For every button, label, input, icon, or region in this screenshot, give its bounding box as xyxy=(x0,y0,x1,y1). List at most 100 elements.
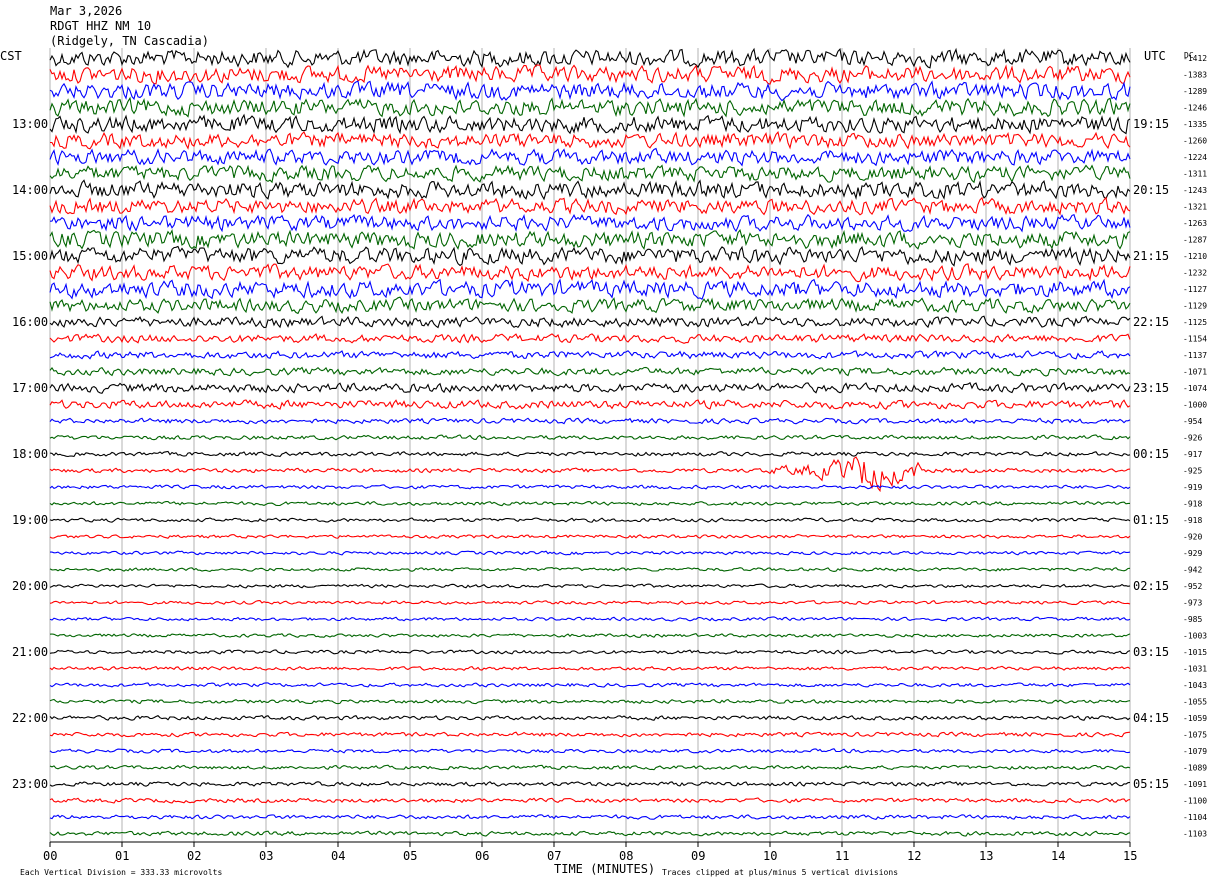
x-tick-label: 11 xyxy=(835,849,849,863)
left-timezone-label: CST xyxy=(0,49,22,63)
x-tick-label: 09 xyxy=(691,849,705,863)
header-date: Mar 3,2026 xyxy=(50,4,123,18)
seismic-trace xyxy=(49,731,1131,738)
seismic-trace xyxy=(49,164,1131,184)
dc-offset-label: -952 xyxy=(1183,582,1202,591)
seismic-trace xyxy=(49,64,1131,85)
dc-offset-label: -920 xyxy=(1183,533,1202,542)
x-tick-label: 06 xyxy=(475,849,489,863)
dc-offset-label: -985 xyxy=(1183,615,1202,624)
footer-right-note: Traces clipped at plus/minus 5 vertical … xyxy=(662,868,898,877)
seismic-trace xyxy=(49,534,1131,539)
x-tick-label: 14 xyxy=(1051,849,1065,863)
seismic-trace xyxy=(49,381,1131,394)
right-time-label: 19:15 xyxy=(1133,117,1169,131)
dc-offset-label: -1243 xyxy=(1183,186,1207,195)
dc-offset-label: -1055 xyxy=(1183,698,1207,707)
seismic-trace xyxy=(49,333,1131,344)
dc-offset-label: -1246 xyxy=(1183,104,1207,113)
trace-group xyxy=(49,47,1131,837)
seismic-trace xyxy=(49,456,1131,493)
dc-offset-label: -942 xyxy=(1183,566,1202,575)
left-time-label: 21:00 xyxy=(12,645,48,659)
dc-offset-label: -954 xyxy=(1183,417,1202,426)
x-tick-label: 05 xyxy=(403,849,417,863)
dc-offset-label: -1089 xyxy=(1183,764,1207,773)
x-tick-label: 01 xyxy=(115,849,129,863)
left-time-label: 15:00 xyxy=(12,249,48,263)
dc-offset-label: -1100 xyxy=(1183,797,1207,806)
seismic-trace xyxy=(49,567,1131,572)
left-time-label: 18:00 xyxy=(12,447,48,461)
seismic-trace xyxy=(49,263,1131,283)
dc-offset-label: -1263 xyxy=(1183,219,1207,228)
seismic-trace xyxy=(49,600,1131,606)
x-tick-label: 07 xyxy=(547,849,561,863)
dc-offset-label: -1000 xyxy=(1183,401,1207,410)
x-tick-label: 15 xyxy=(1123,849,1137,863)
seismic-trace xyxy=(49,434,1131,441)
dc-offset-label: -1154 xyxy=(1183,335,1207,344)
dc-offset-label: -1335 xyxy=(1183,120,1207,129)
right-time-label: 02:15 xyxy=(1133,579,1169,593)
seismic-trace xyxy=(49,830,1131,837)
dc-offset-label: -929 xyxy=(1183,549,1202,558)
left-time-label: 19:00 xyxy=(12,513,48,527)
dc-offset-label: -1079 xyxy=(1183,747,1207,756)
seismic-trace xyxy=(50,131,1131,150)
seismic-trace xyxy=(49,196,1131,216)
dc-offset-label: -926 xyxy=(1183,434,1202,443)
dc-offset-label: -925 xyxy=(1183,467,1202,476)
seismic-trace xyxy=(49,213,1131,233)
seismic-trace xyxy=(49,797,1131,804)
seismic-trace xyxy=(49,616,1131,622)
footer-left-note: Each Vertical Division = 333.33 microvol… xyxy=(20,868,222,877)
seismic-trace xyxy=(49,245,1131,267)
dc-offset-label: -1232 xyxy=(1183,269,1207,278)
dc-offset-label: -917 xyxy=(1183,450,1202,459)
right-time-label: 05:15 xyxy=(1133,777,1169,791)
dc-offset-label: -1059 xyxy=(1183,714,1207,723)
dc-offset-label: -1127 xyxy=(1183,285,1207,294)
seismic-trace xyxy=(49,500,1130,507)
seismic-trace xyxy=(49,315,1131,329)
seismic-trace xyxy=(49,583,1131,589)
seismic-trace xyxy=(49,350,1131,360)
x-tick-label: 13 xyxy=(979,849,993,863)
dc-offset-label: -1383 xyxy=(1183,71,1207,80)
header-station: RDGT HHZ NM 10 xyxy=(50,19,152,33)
minute-grid xyxy=(49,48,1131,842)
dc-offset-label: -1137 xyxy=(1183,351,1207,360)
dc-offset-label: -1125 xyxy=(1183,318,1207,327)
seismic-trace xyxy=(49,649,1131,655)
seismic-trace xyxy=(49,113,1131,135)
seismic-trace xyxy=(49,450,1131,458)
dc-offset-label: -1071 xyxy=(1183,368,1207,377)
dc-offset-label: -1104 xyxy=(1183,813,1207,822)
dc-offset-label: -1103 xyxy=(1183,830,1207,839)
seismic-trace xyxy=(49,366,1131,377)
seismic-trace xyxy=(49,484,1131,490)
seismic-trace xyxy=(49,229,1131,251)
dc-offset-label: -918 xyxy=(1183,500,1202,509)
right-time-label: 20:15 xyxy=(1133,183,1169,197)
dc-offset-label: -1260 xyxy=(1183,137,1207,146)
x-tick-label: 04 xyxy=(331,849,345,863)
left-time-label: 22:00 xyxy=(12,711,48,725)
x-tick-label: 00 xyxy=(43,849,57,863)
label-group: CST UTC DC TIME (MINUTES) Each Vertical … xyxy=(0,49,1207,877)
seismic-trace xyxy=(49,814,1131,821)
seismic-trace xyxy=(49,665,1131,671)
seismic-trace xyxy=(49,632,1131,638)
dc-offset-label: -918 xyxy=(1183,516,1202,525)
dc-offset-label: -1210 xyxy=(1183,252,1207,261)
left-time-label: 23:00 xyxy=(12,777,48,791)
right-time-label: 22:15 xyxy=(1133,315,1169,329)
seismic-trace xyxy=(49,682,1131,688)
seismic-trace xyxy=(49,714,1131,721)
seismic-trace xyxy=(49,296,1131,315)
dc-offset-label: -919 xyxy=(1183,483,1202,492)
seismic-trace xyxy=(49,764,1131,771)
right-time-label: 04:15 xyxy=(1133,711,1169,725)
